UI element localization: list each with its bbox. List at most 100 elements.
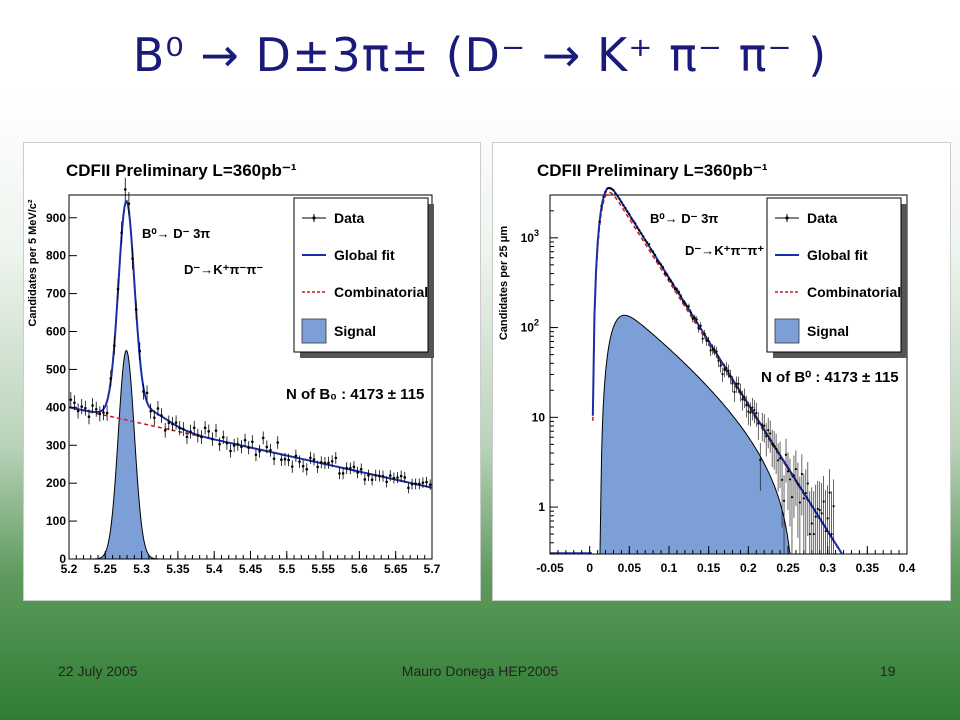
data-point [745,395,748,418]
data-point [283,452,287,466]
data-marker [76,409,80,413]
data-marker [713,348,716,352]
y-tick-label: 200 [46,476,66,490]
global-fit-line [68,199,432,489]
data-marker [648,243,651,246]
signal-area [599,314,795,555]
data-marker [636,226,639,229]
data-point [261,431,265,445]
data-marker [638,228,641,232]
data-marker [174,421,178,424]
data-point [214,423,218,438]
y-tick-label: 100 [46,514,66,528]
data-point [632,219,635,223]
data-point [327,456,330,469]
data-marker [312,458,316,461]
data-marker [620,200,623,204]
data-marker [640,232,643,235]
proper-time-distribution-plot: -0.05 0 0.05 0.1 0.15 0.2 0.25 0.3 0.35 0.4 1 10 102… [493,143,950,600]
data-marker [782,499,786,502]
data-point [174,415,178,430]
plot-title: CDFII Preliminary L=360pb⁻¹ [66,161,297,180]
data-marker [283,457,287,461]
data-point [200,430,203,444]
data-point [388,470,392,482]
data-point [363,473,367,486]
data-point [693,314,696,322]
data-point [731,376,734,393]
data-point [767,417,770,449]
data-marker [421,481,425,484]
y-tick-label: 0 [59,552,66,566]
data-point [727,364,730,379]
data-marker [646,241,649,244]
data-point [610,187,613,191]
data-point [367,469,370,482]
data-point [269,443,272,457]
data-marker [618,197,621,200]
data-point [319,456,323,469]
data-point [806,461,809,536]
subdecay-annotation: D⁻→K⁺π⁻π⁺ [685,243,764,258]
data-point [392,472,396,484]
data-point [703,329,706,339]
legend-label-signal: Signal [334,323,376,339]
data-point [792,455,796,519]
data-marker [642,235,645,238]
data-marker [822,500,825,503]
data-point [761,412,764,442]
data-point [650,248,653,252]
data-point [606,187,609,190]
footer-page-number: 19 [880,663,896,679]
data-point [824,490,827,554]
data-point [773,431,776,470]
data-marker [414,482,417,486]
data-point [370,474,374,486]
data-marker [806,482,809,485]
data-point [225,436,229,450]
data-marker [673,287,677,291]
decay-annotation: B⁰→ D⁻ 3π [650,211,718,226]
data-point [775,433,778,474]
data-marker [812,532,815,536]
data-marker [602,195,605,199]
yield-annotation: N of B⁰ : 4173 ± 115 [761,369,899,386]
data-point [644,238,647,242]
data-point [630,217,633,220]
y-tick-label: 600 [46,325,66,339]
x-tick-label: 0.2 [740,561,757,575]
data-marker [818,508,821,512]
data-point [612,188,615,192]
data-marker [767,429,770,432]
data-point [105,405,109,421]
data-point [699,322,702,330]
data-point [123,177,127,201]
mass-distribution-plot: 5.2 5.25 5.3 5.35 5.4 5.45 5.5 5.55 5.6 5.65 5.7 0 1… [24,143,480,600]
data-marker [280,458,283,461]
data-point [814,484,817,554]
data-point [796,462,800,538]
mass-plot-canvas: 5.2 5.25 5.3 5.35 5.4 5.45 5.5 5.55 5.6 5.65 5.7 0 1… [27,161,441,576]
data-point [689,309,692,316]
data-point [729,369,732,385]
data-marker [784,453,788,456]
data-marker [367,474,370,477]
data-point [675,287,679,292]
data-point [251,435,254,449]
data-point [757,412,760,440]
data-point [604,190,607,193]
data-marker [200,435,203,439]
data-marker [385,480,388,484]
data-marker [747,410,750,413]
data-point [780,459,784,528]
data-marker [134,308,138,311]
data-point [192,420,196,435]
x-tick-label: 5.55 [311,562,335,576]
data-point [669,278,673,284]
data-marker [634,222,637,225]
data-marker [399,474,403,478]
data-marker [679,294,682,298]
data-point [800,454,803,516]
data-marker [769,432,772,435]
y-tick-label: 1 [538,500,545,514]
